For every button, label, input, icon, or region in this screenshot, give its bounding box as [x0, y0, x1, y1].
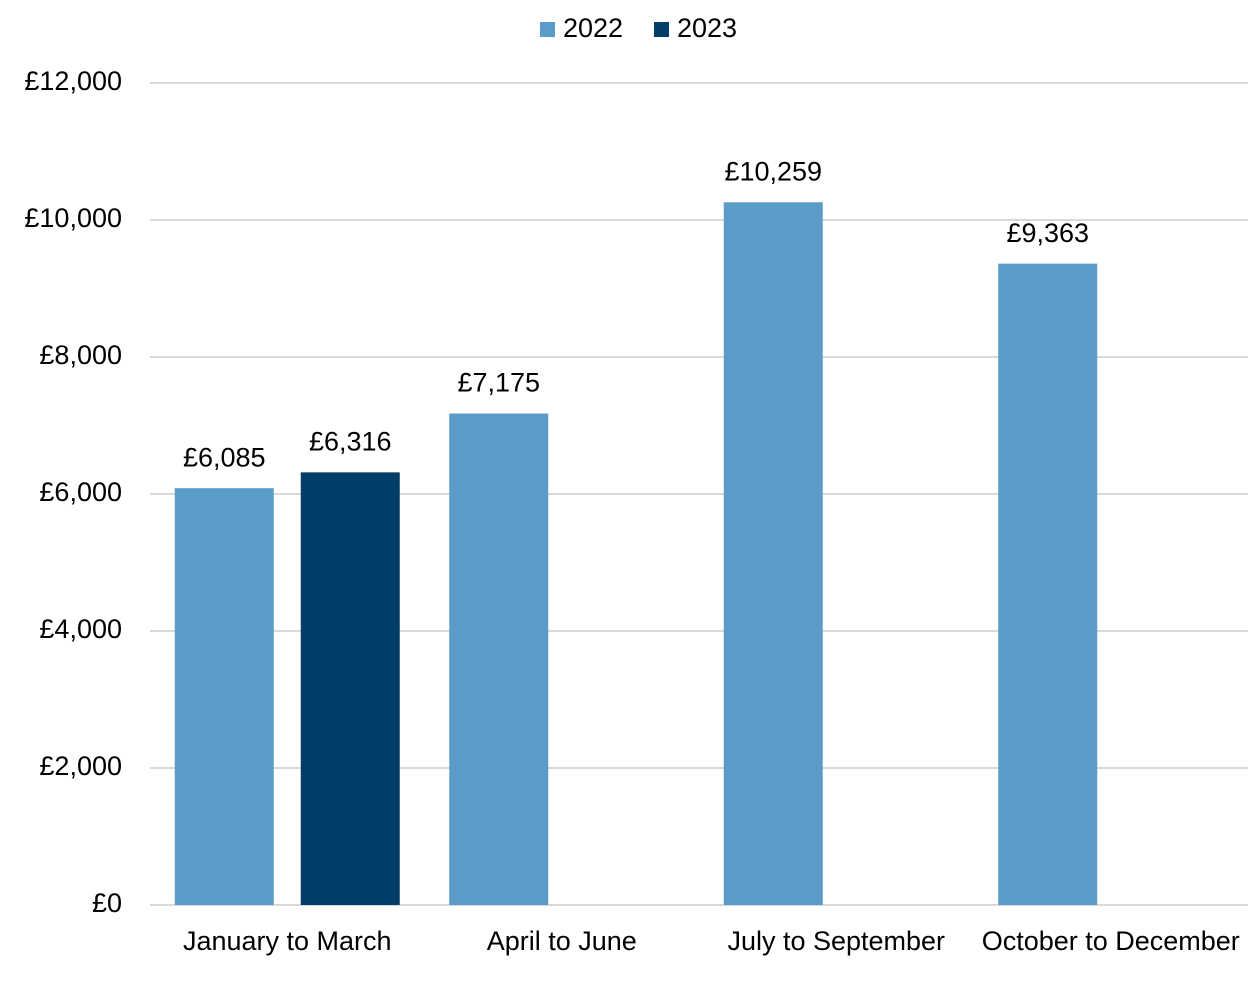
data-label: £10,259	[724, 156, 822, 186]
y-tick-label: £10,000	[24, 203, 122, 233]
y-tick-label: £12,000	[24, 66, 122, 96]
bar	[300, 472, 400, 905]
x-tick-label: October to December	[981, 926, 1240, 956]
y-tick-label: £4,000	[39, 614, 122, 644]
bar	[449, 413, 549, 905]
x-tick-label: April to June	[486, 926, 637, 956]
bar	[723, 202, 823, 906]
bar	[998, 263, 1098, 905]
data-label: £7,175	[457, 368, 540, 398]
data-label: £9,363	[1006, 218, 1089, 248]
legend-swatch	[654, 22, 669, 37]
x-tick-label: January to March	[182, 926, 392, 956]
legend-swatch	[540, 22, 555, 37]
data-label: £6,085	[183, 442, 266, 472]
legend-label: 2023	[677, 13, 737, 43]
legend-label: 2022	[563, 13, 623, 43]
y-tick-label: £8,000	[39, 340, 122, 370]
x-tick-label: July to September	[727, 926, 946, 956]
data-label: £6,316	[309, 426, 392, 456]
y-tick-label: £2,000	[39, 751, 122, 781]
bar	[174, 488, 274, 905]
y-tick-label: £6,000	[39, 477, 122, 507]
y-tick-label: £0	[92, 888, 122, 918]
